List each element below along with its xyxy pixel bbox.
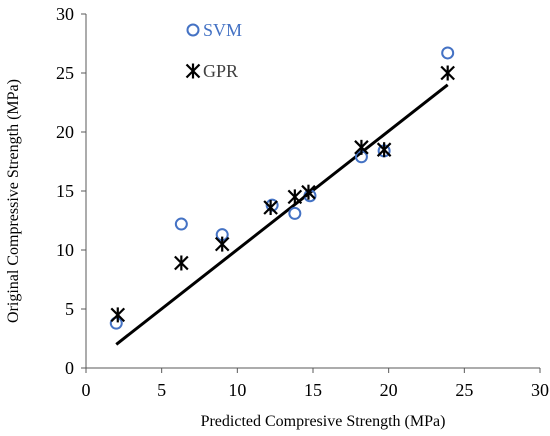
axes [81,13,541,373]
point-gpr [301,184,316,200]
legend-label-gpr: GPR [203,61,238,81]
data-marks [109,46,455,330]
point-gpr [440,65,455,81]
y-tick-label: 5 [65,299,74,319]
legend-marker-gpr [185,63,201,79]
trendline [115,83,449,346]
tick-labels: 0 5 10 15 20 25 30 0 5 10 15 20 25 30 [56,4,549,400]
y-tick-label: 0 [65,358,74,378]
x-tick-label: 10 [228,380,246,400]
point-svm [265,198,279,212]
y-tick-label: 15 [56,181,74,201]
point-gpr [287,189,303,205]
point-gpr [110,307,126,323]
x-tick-label: 0 [82,380,91,400]
y-tick-label: 10 [56,240,74,260]
point-gpr [174,255,189,271]
point-svm [441,46,455,60]
x-axis-title: Predicted Compresive Strength (MPa) [201,413,446,430]
series-gpr [110,65,455,323]
series-svm [109,46,455,330]
x-tick-label: 20 [380,380,398,400]
point-gpr [376,142,392,158]
legend: SVM GPR [185,20,242,81]
point-gpr [214,236,230,252]
y-tick-label: 20 [56,122,74,142]
y-tick-label: 25 [56,63,74,83]
point-gpr [263,200,278,216]
x-tick-label: 15 [304,380,322,400]
x-tick-label: 5 [157,380,166,400]
point-svm [288,206,302,220]
point-gpr [354,139,369,155]
y-tick-label: 30 [56,4,74,24]
y-axis-title: Original Compressive Strength (MPa) [5,79,22,323]
point-svm [174,217,188,231]
legend-label-svm: SVM [203,20,242,40]
trendline-group [115,83,449,346]
x-tick-label: 30 [531,380,549,400]
legend-marker-svm [186,23,200,37]
x-tick-label: 25 [455,380,473,400]
